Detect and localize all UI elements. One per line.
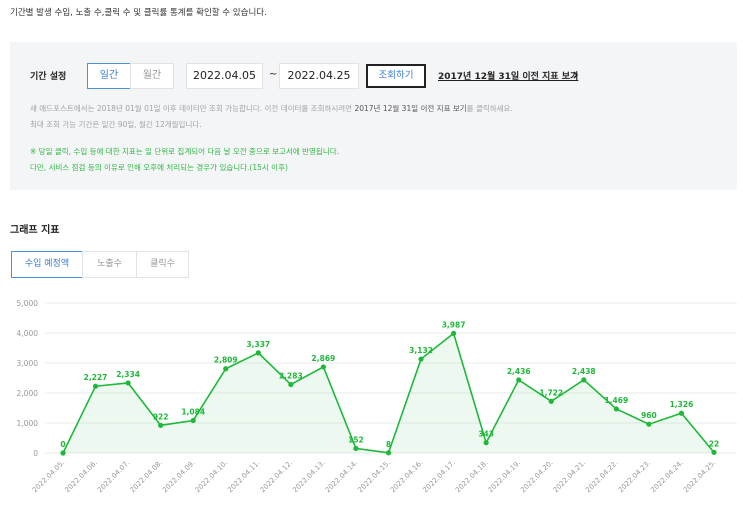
point — [190, 417, 196, 424]
note-text: 를 클릭하세요. — [466, 104, 513, 113]
value-label: 2,283 — [279, 372, 303, 381]
green-note: ※ 당일 클릭, 수입 등에 대한 지표는 일 단위로 집계되어 다음 날 오전… — [30, 147, 340, 156]
x-tick-label: 2022.04.14. — [324, 459, 360, 495]
note-text: 새 애드포스트에서는 2018년 01월 01일 이후 데이터만 조회 가능합니… — [30, 104, 355, 113]
x-tick-label: 2022.04.24. — [649, 459, 685, 495]
clicks-tab[interactable]: 클릭수 — [136, 251, 189, 278]
x-tick-label: 2022.04.23. — [617, 459, 653, 495]
value-label: 1,326 — [670, 400, 694, 409]
search-button[interactable]: 조회하기 — [366, 64, 426, 88]
point — [320, 364, 326, 370]
point — [483, 440, 489, 446]
value-label: 2,227 — [84, 373, 108, 382]
x-tick-label: 2022.04.15. — [356, 459, 392, 495]
note: 새 애드포스트에서는 2018년 01월 01일 이후 데이터만 조회 가능합니… — [30, 103, 513, 114]
value-label: 2,438 — [572, 367, 596, 376]
point — [255, 350, 261, 356]
value-label: 1,722 — [539, 388, 563, 397]
x-tick-label: 2022.04.20. — [519, 459, 555, 495]
y-tick-label: 1,000 — [17, 419, 39, 428]
value-label: 2,869 — [312, 354, 336, 363]
area — [63, 333, 714, 453]
y-tick-label: 0 — [33, 449, 38, 458]
x-tick-label: 2022.04.08. — [128, 459, 164, 495]
value-label: 152 — [348, 435, 364, 444]
end-date[interactable]: 2022.04.25 — [279, 63, 359, 89]
point — [711, 449, 717, 455]
description: 기간별 발생 수입, 노출 수,클릭 수 및 클릭률 통계를 확인할 수 있습니… — [10, 8, 267, 18]
impressions-tab[interactable]: 노출수 — [82, 251, 137, 278]
value-label: 2,334 — [116, 370, 140, 379]
point — [125, 380, 131, 386]
y-tick-label: 4,000 — [17, 329, 39, 338]
y-tick-label: 2,000 — [17, 389, 39, 398]
chevron — [573, 71, 579, 79]
point — [451, 330, 457, 336]
x-tick-label: 2022.04.12. — [259, 459, 295, 495]
x-tick-label: 2022.04.06. — [63, 459, 99, 495]
x-tick-label: 2022.04.10. — [194, 459, 230, 495]
point — [548, 398, 554, 404]
point — [92, 383, 99, 389]
value-label: 22 — [709, 439, 719, 448]
filter-label: 기간 설정 — [30, 72, 67, 82]
point — [581, 377, 587, 383]
point — [613, 406, 619, 412]
legacy-link[interactable]: 2017년 12월 31일 이전 지표 보기 — [438, 72, 579, 82]
value-label: 922 — [153, 412, 169, 421]
x-tick-label: 2022.04.18. — [454, 459, 490, 495]
x-tick-label: 2022.04.17. — [421, 459, 457, 495]
start-date[interactable]: 2022.04.05 — [186, 63, 263, 89]
point — [678, 410, 685, 416]
value-label: 3,987 — [442, 320, 466, 329]
x-tick-label: 2022.04.16. — [389, 459, 425, 495]
value-label: 1,469 — [604, 396, 628, 405]
note-link: 2017년 12월 31일 이전 지표 보기 — [354, 104, 467, 113]
monthly-tab[interactable]: 월간 — [130, 63, 174, 89]
y-tick-label: 3,000 — [17, 359, 39, 368]
x-tick-label: 2022.04.11. — [226, 459, 262, 495]
y-tick-label: 5,000 — [17, 299, 39, 308]
value-label: 3,337 — [246, 340, 270, 349]
x-tick-label: 2022.04.25. — [682, 459, 718, 495]
x-tick-label: 2022.04.13. — [291, 459, 327, 495]
point — [646, 421, 652, 427]
value-label: 1,084 — [181, 407, 205, 416]
value-label: 3,132 — [409, 346, 433, 355]
value-label: 343 — [478, 430, 494, 439]
daily-tab[interactable]: 일간 — [87, 63, 131, 89]
point — [60, 450, 66, 456]
value-label: 2,809 — [214, 356, 238, 365]
value-label: 2,436 — [507, 367, 531, 376]
note: 최대 조회 가능 기간은 일간 90일, 월간 12개월입니다. — [30, 120, 202, 129]
separator: ~ — [269, 69, 278, 80]
point — [418, 356, 424, 362]
point — [385, 450, 392, 456]
point — [516, 377, 522, 383]
value-label: 960 — [641, 411, 657, 420]
green-note: 다만, 서비스 점검 등의 이유로 인해 오후에 처리되는 경우가 있습니다.(… — [30, 163, 288, 172]
revenue-tab[interactable]: 수입 예정액 — [11, 251, 83, 278]
point — [223, 366, 229, 372]
point — [158, 422, 164, 428]
x-tick-label: 2022.04.19. — [487, 459, 523, 495]
point — [288, 381, 294, 388]
x-tick-label: 2022.04.22. — [584, 459, 620, 495]
graph-title: 그래프 지표 — [10, 225, 60, 236]
x-tick-label: 2022.04.09. — [161, 459, 197, 495]
x-tick-label: 2022.04.05. — [31, 459, 67, 495]
value-label: 0 — [60, 440, 65, 449]
x-tick-label: 2022.04.21. — [552, 459, 588, 495]
chart: 01,0002,0003,0004,0005,0002022.04.05.202… — [17, 299, 737, 495]
x-tick-label: 2022.04.07. — [96, 459, 132, 495]
point — [353, 445, 359, 452]
value-label: 8 — [386, 440, 391, 449]
